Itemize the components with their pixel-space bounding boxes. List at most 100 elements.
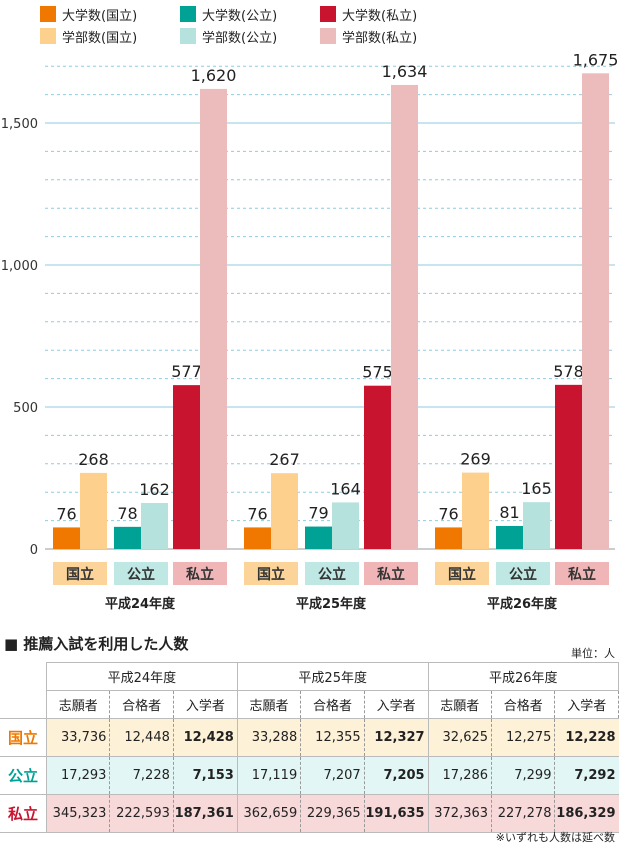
legend-item: 学部数(公立) <box>180 27 320 46</box>
type-label-box <box>305 562 359 585</box>
type-label-box <box>435 562 489 585</box>
legend-label: 学部数(国立) <box>62 30 138 46</box>
type-label: 公立 <box>127 566 155 583</box>
data-label: 1,675 <box>573 50 619 69</box>
type-label: 国立 <box>448 566 476 583</box>
legend-item: 学部数(私立) <box>320 27 460 46</box>
y-tick-label: 500 <box>13 401 38 416</box>
column-header: 志願者 <box>427 690 493 719</box>
bar <box>114 526 141 549</box>
legend-swatch <box>180 6 196 22</box>
bar <box>271 473 298 549</box>
column-header: 入学者 <box>363 690 429 719</box>
table-cell: 7,205 <box>363 756 429 795</box>
table-row: 公立 17,293 7,228 7,153 17,119 7,207 7,205 17,286… <box>0 756 619 795</box>
legend-label: 学部数(公立) <box>202 30 278 46</box>
table-cell: 372,363 <box>427 794 492 833</box>
column-header: 志願者 <box>45 690 111 719</box>
data-label: 578 <box>553 362 584 381</box>
table-cell: 12,448 <box>109 718 174 757</box>
legend-swatch <box>40 28 56 44</box>
footnote: ※いずれも人数は延べ数 <box>495 831 615 844</box>
table-cell: 12,327 <box>363 718 429 757</box>
data-label: 165 <box>521 479 552 498</box>
type-label: 公立 <box>509 566 537 583</box>
applicants-table: 平成24年度 平成25年度 平成26年度 志願者 合格者 入学者 志願者 合格者 入学者 志願者合… <box>0 662 619 833</box>
table-cell: 345,323 <box>45 794 110 833</box>
type-label-box <box>244 562 298 585</box>
column-header: 入学者 <box>554 690 619 719</box>
bar <box>555 384 582 549</box>
legend-item: 学部数(国立) <box>40 27 180 46</box>
bar <box>462 472 489 549</box>
type-label-box <box>114 562 168 585</box>
year-header: 平成25年度 <box>236 662 429 691</box>
bar <box>391 84 418 549</box>
table-cell: 229,365 <box>300 794 365 833</box>
type-label: 国立 <box>66 566 94 583</box>
data-label: 269 <box>460 450 491 469</box>
type-label: 私立 <box>377 566 405 583</box>
bar <box>496 525 523 549</box>
table-cell: 7,292 <box>554 756 619 795</box>
table-cell: 7,299 <box>491 756 555 795</box>
legend-swatch <box>320 6 336 22</box>
legend-label: 大学数(公立) <box>202 8 278 24</box>
table-row: 私立 345,323 222,593 187,361 362,659 229,365 191… <box>0 794 619 833</box>
bar <box>141 502 168 549</box>
table-cell: 7,207 <box>300 756 365 795</box>
year-label: 平成24年度 <box>105 596 176 612</box>
type-label-box <box>53 562 107 585</box>
table-cell: 362,659 <box>236 794 301 833</box>
data-label: 575 <box>362 363 393 382</box>
data-label: 1,634 <box>382 62 428 81</box>
table-row: 国立 33,736 12,448 12,428 33,288 12,355 12,327 32… <box>0 718 619 757</box>
y-tick-label: 1,000 <box>1 259 38 274</box>
legend-item: 大学数(国立) <box>40 5 180 24</box>
type-label: 私立 <box>186 566 214 583</box>
table-cell: 17,286 <box>427 756 492 795</box>
year-header: 平成24年度 <box>46 662 238 691</box>
year-header: 平成26年度 <box>427 662 619 691</box>
legend-item: 大学数(私立) <box>320 5 460 24</box>
table-cell: 12,428 <box>172 718 238 757</box>
table-cell: 12,228 <box>554 718 619 757</box>
table-cell: 33,736 <box>45 718 110 757</box>
legend-label: 大学数(私立) <box>342 8 418 24</box>
data-label: 164 <box>330 479 361 498</box>
data-label: 81 <box>499 503 519 522</box>
legend-label: 学部数(私立) <box>342 30 418 46</box>
bar <box>523 502 550 549</box>
data-label: 76 <box>56 504 76 523</box>
type-label-box <box>364 562 418 585</box>
type-label-box <box>555 562 609 585</box>
data-label: 268 <box>78 450 109 469</box>
column-header: 合格者 <box>300 690 365 719</box>
column-header: 入学者 <box>172 690 238 719</box>
type-label: 国立 <box>257 566 285 583</box>
bar <box>435 527 462 549</box>
bar <box>173 385 200 549</box>
bar <box>80 472 107 549</box>
column-header: 合格者 <box>109 690 174 719</box>
year-header-row: 平成24年度 平成25年度 平成26年度 <box>0 662 619 691</box>
table-title: ■ 推薦入試を利用した人数 <box>4 635 189 653</box>
table-cell: 17,119 <box>236 756 301 795</box>
type-label-box <box>496 562 550 585</box>
row-label: 国立 <box>0 718 47 757</box>
type-label-box <box>173 562 227 585</box>
legend-label: 大学数(国立) <box>62 8 138 24</box>
data-label: 76 <box>438 504 458 523</box>
bar <box>582 73 609 550</box>
bar <box>53 527 80 549</box>
bar <box>332 502 359 549</box>
y-tick-label: 0 <box>30 543 38 558</box>
column-header: 志願者 <box>236 690 302 719</box>
data-label: 577 <box>171 362 202 381</box>
type-label: 公立 <box>318 566 346 583</box>
table-cell: 186,329 <box>554 794 619 833</box>
table-cell: 12,275 <box>491 718 555 757</box>
legend-item: 大学数(公立) <box>180 5 320 24</box>
data-label: 1,620 <box>191 66 237 85</box>
